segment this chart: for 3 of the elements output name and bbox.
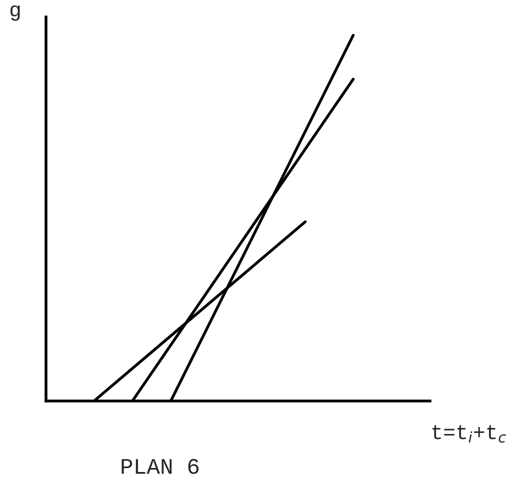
x-axis-title: t=t$_{i}$+t$_{c}$ — [432, 425, 506, 443]
y-axis-title: g — [10, 5, 20, 21]
text: PLAN 6 — [122, 458, 199, 474]
